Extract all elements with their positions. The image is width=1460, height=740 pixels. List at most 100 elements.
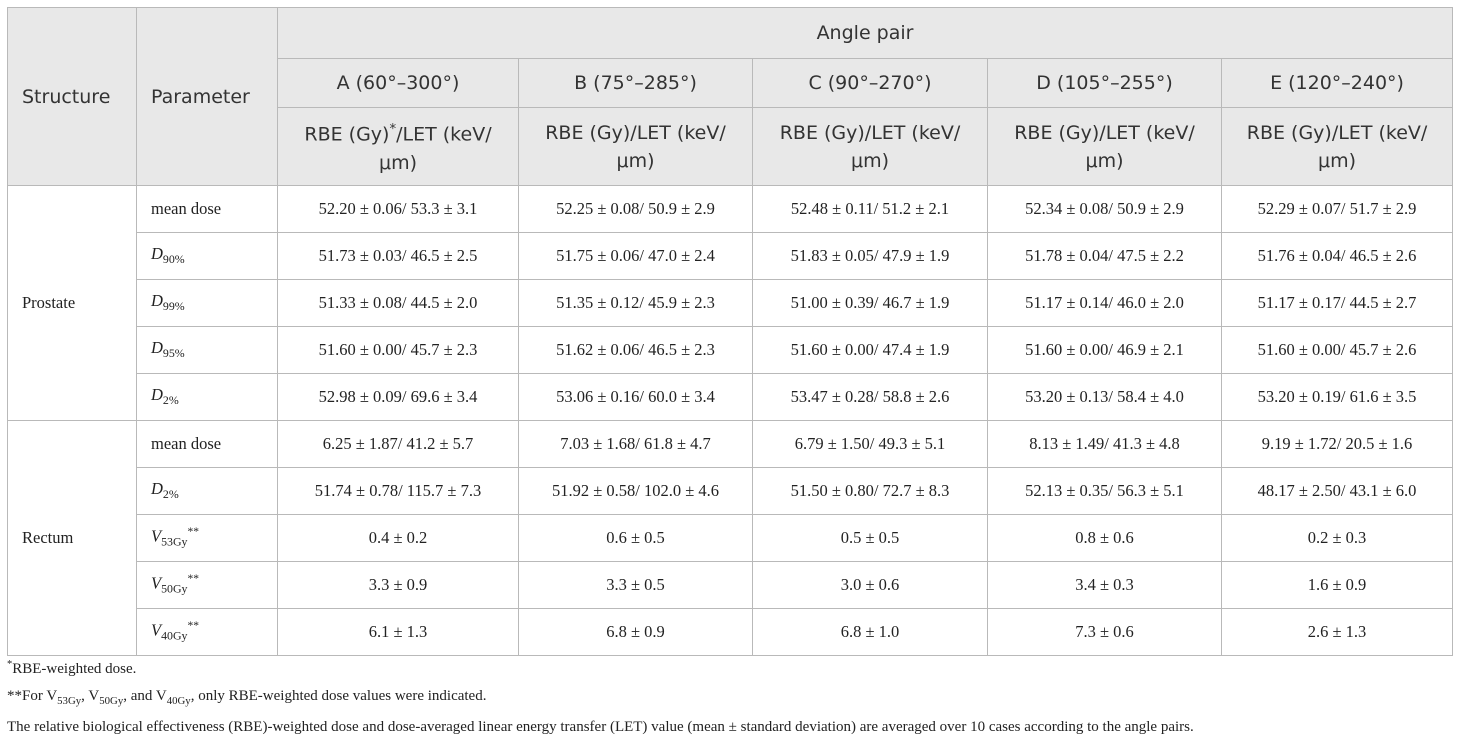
parameter-cell: D2% <box>136 373 278 421</box>
parameter-cell: V40Gy** <box>136 608 278 656</box>
footnote-subscript: 53Gy <box>57 694 82 707</box>
footnote-text: RBE-weighted dose. <box>12 661 137 677</box>
value-cell: 52.48 ± 0.11/ 51.2 ± 2.1 <box>752 185 988 233</box>
footnote-text: , only RBE-weighted dose values were ind… <box>190 687 487 704</box>
parameter-subscript: 90% <box>162 252 185 267</box>
value-cell: 51.00 ± 0.39/ 46.7 ± 1.9 <box>752 279 988 327</box>
value-cell: 2.6 ± 1.3 <box>1220 608 1454 656</box>
value-cell: 51.92 ± 0.58/ 102.0 ± 4.6 <box>518 467 753 515</box>
value-cell: 53.06 ± 0.16/ 60.0 ± 3.4 <box>518 373 753 421</box>
parameter-cell: D99% <box>136 279 278 327</box>
body-row: D2% 51.74 ± 0.78/ 115.7 ± 7.3 51.92 ± 0.58… <box>8 467 1454 515</box>
value-cell: 6.8 ± 0.9 <box>518 608 753 656</box>
structure-header: Structure <box>7 7 137 186</box>
value-cell: 51.60 ± 0.00/ 47.4 ± 1.9 <box>752 326 988 374</box>
value-cell: 51.50 ± 0.80/ 72.7 ± 8.3 <box>752 467 988 515</box>
value-cell: 52.13 ± 0.35/ 56.3 ± 5.1 <box>987 467 1222 515</box>
unit-text: RBE (Gy) <box>304 123 390 146</box>
parameter-symbol: D <box>151 479 163 499</box>
structure-cell: Prostate <box>7 185 137 421</box>
parameter-subscript: 95% <box>162 346 185 361</box>
parameter-symbol: V <box>151 573 162 593</box>
body-row: D99% 51.33 ± 0.08/ 44.5 ± 2.0 51.35 ± 0.12… <box>8 279 1454 327</box>
value-cell: 3.4 ± 0.3 <box>987 561 1222 609</box>
value-cell: 52.29 ± 0.07/ 51.7 ± 2.9 <box>1220 185 1454 233</box>
parameter-cell: D95% <box>136 326 278 374</box>
header-row: Structure Parameter Angle pair <box>7 7 1454 186</box>
parameter-symbol: V <box>151 526 162 546</box>
parameter-subscript: 2% <box>162 393 179 408</box>
value-cell: 7.03 ± 1.68/ 61.8 ± 4.7 <box>518 420 753 468</box>
value-cell: 0.8 ± 0.6 <box>987 514 1222 562</box>
value-cell: 3.0 ± 0.6 <box>752 561 988 609</box>
parameter-symbol: D <box>151 291 163 311</box>
value-cell: 51.78 ± 0.04/ 47.5 ± 2.2 <box>987 232 1222 280</box>
footnote-subscript: 40Gy <box>166 694 191 707</box>
value-cell: 51.62 ± 0.06/ 46.5 ± 2.3 <box>518 326 753 374</box>
body-row: D2% 52.98 ± 0.09/ 69.6 ± 3.4 53.06 ± 0.16/… <box>8 373 1454 421</box>
body-row: V50Gy** 3.3 ± 0.9 3.3 ± 0.5 3.0 ± 0.6 3.4 ± … <box>8 561 1454 609</box>
parameter-symbol: V <box>151 620 162 640</box>
value-cell: 3.3 ± 0.9 <box>277 561 519 609</box>
angle-header: A (60°–300°) <box>277 58 519 108</box>
value-cell: 51.60 ± 0.00/ 46.9 ± 2.1 <box>987 326 1222 374</box>
parameter-cell: V50Gy** <box>136 561 278 609</box>
value-cell: 48.17 ± 2.50/ 43.1 ± 6.0 <box>1220 467 1454 515</box>
value-cell: 53.20 ± 0.13/ 58.4 ± 4.0 <box>987 373 1222 421</box>
footnote-text: **For V <box>7 687 58 704</box>
parameter-cell: D90% <box>136 232 278 280</box>
angle-header: D (105°–255°) <box>987 58 1222 108</box>
unit-header: RBE (Gy)/LET (keV/μm) <box>987 107 1222 186</box>
value-cell: 0.6 ± 0.5 <box>518 514 753 562</box>
value-cell: 51.74 ± 0.78/ 115.7 ± 7.3 <box>277 467 519 515</box>
structure-cell: Rectum <box>7 420 137 656</box>
value-cell: 0.2 ± 0.3 <box>1220 514 1454 562</box>
footnote: The relative biological effectiveness (R… <box>7 718 1194 735</box>
value-cell: 6.8 ± 1.0 <box>752 608 988 656</box>
value-cell: 51.75 ± 0.06/ 47.0 ± 2.4 <box>518 232 753 280</box>
group-header: Angle pair <box>276 7 1454 59</box>
value-cell: 51.35 ± 0.12/ 45.9 ± 2.3 <box>518 279 753 327</box>
body-row: D95% 51.60 ± 0.00/ 45.7 ± 2.3 51.62 ± 0.06… <box>8 326 1454 374</box>
footnote-text: , and V <box>123 687 167 704</box>
footnote-mark: * <box>7 659 13 670</box>
value-cell: 51.83 ± 0.05/ 47.9 ± 1.9 <box>752 232 988 280</box>
value-cell: 53.47 ± 0.28/ 58.8 ± 2.6 <box>752 373 988 421</box>
value-cell: 51.33 ± 0.08/ 44.5 ± 2.0 <box>277 279 519 327</box>
parameter-symbol: D <box>151 385 163 405</box>
parameter-cell: mean dose <box>136 420 278 468</box>
value-cell: 3.3 ± 0.5 <box>518 561 753 609</box>
value-cell: 52.98 ± 0.09/ 69.6 ± 3.4 <box>277 373 519 421</box>
unit-header: RBE (Gy)*/LET (keV/μm) <box>277 107 519 186</box>
footnote: **For V53Gy, V50Gy, and V40Gy, only RBE-… <box>7 683 1194 714</box>
header-row: RBE (Gy)*/LET (keV/μm) RBE (Gy)/LET (keV/… <box>8 107 1454 186</box>
footnote-text: , V <box>81 687 100 704</box>
unit-header: RBE (Gy)/LET (keV/μm) <box>518 107 753 186</box>
parameter-symbol: D <box>151 338 163 358</box>
body-row: D90% 51.73 ± 0.03/ 46.5 ± 2.5 51.75 ± 0.06… <box>8 232 1454 280</box>
value-cell: 9.19 ± 1.72/ 20.5 ± 1.6 <box>1220 420 1454 468</box>
value-cell: 6.25 ± 1.87/ 41.2 ± 5.7 <box>277 420 519 468</box>
value-cell: 0.4 ± 0.2 <box>277 514 519 562</box>
footnote-mark: ** <box>187 526 200 539</box>
data-table: Structure Parameter Angle pair A (60°–300°)… <box>7 7 1454 656</box>
parameter-subscript: 53Gy <box>161 534 188 549</box>
value-cell: 52.25 ± 0.08/ 50.9 ± 2.9 <box>518 185 753 233</box>
value-cell: 51.76 ± 0.04/ 46.5 ± 2.6 <box>1220 232 1454 280</box>
table-body: Prostate mean dose 52.20 ± 0.06/ 53.3 ± 3.… <box>7 185 1454 656</box>
header-row: A (60°–300°) B (75°–285°) C (90°–270°) D (1… <box>8 58 1454 108</box>
parameter-subscript: 99% <box>162 299 185 314</box>
parameter-cell: mean dose <box>136 185 278 233</box>
parameter-symbol: D <box>151 244 163 264</box>
value-cell: 51.17 ± 0.14/ 46.0 ± 2.0 <box>987 279 1222 327</box>
parameter-subscript: 50Gy <box>161 581 188 596</box>
body-row: V53Gy** 0.4 ± 0.2 0.6 ± 0.5 0.5 ± 0.5 0.8 ± … <box>8 514 1454 562</box>
value-cell: 1.6 ± 0.9 <box>1220 561 1454 609</box>
value-cell: 6.79 ± 1.50/ 49.3 ± 5.1 <box>752 420 988 468</box>
table-head: Structure Parameter Angle pair A (60°–300°)… <box>7 7 1454 186</box>
value-cell: 7.3 ± 0.6 <box>987 608 1222 656</box>
parameter-cell: D2% <box>136 467 278 515</box>
angle-header: C (90°–270°) <box>752 58 988 108</box>
